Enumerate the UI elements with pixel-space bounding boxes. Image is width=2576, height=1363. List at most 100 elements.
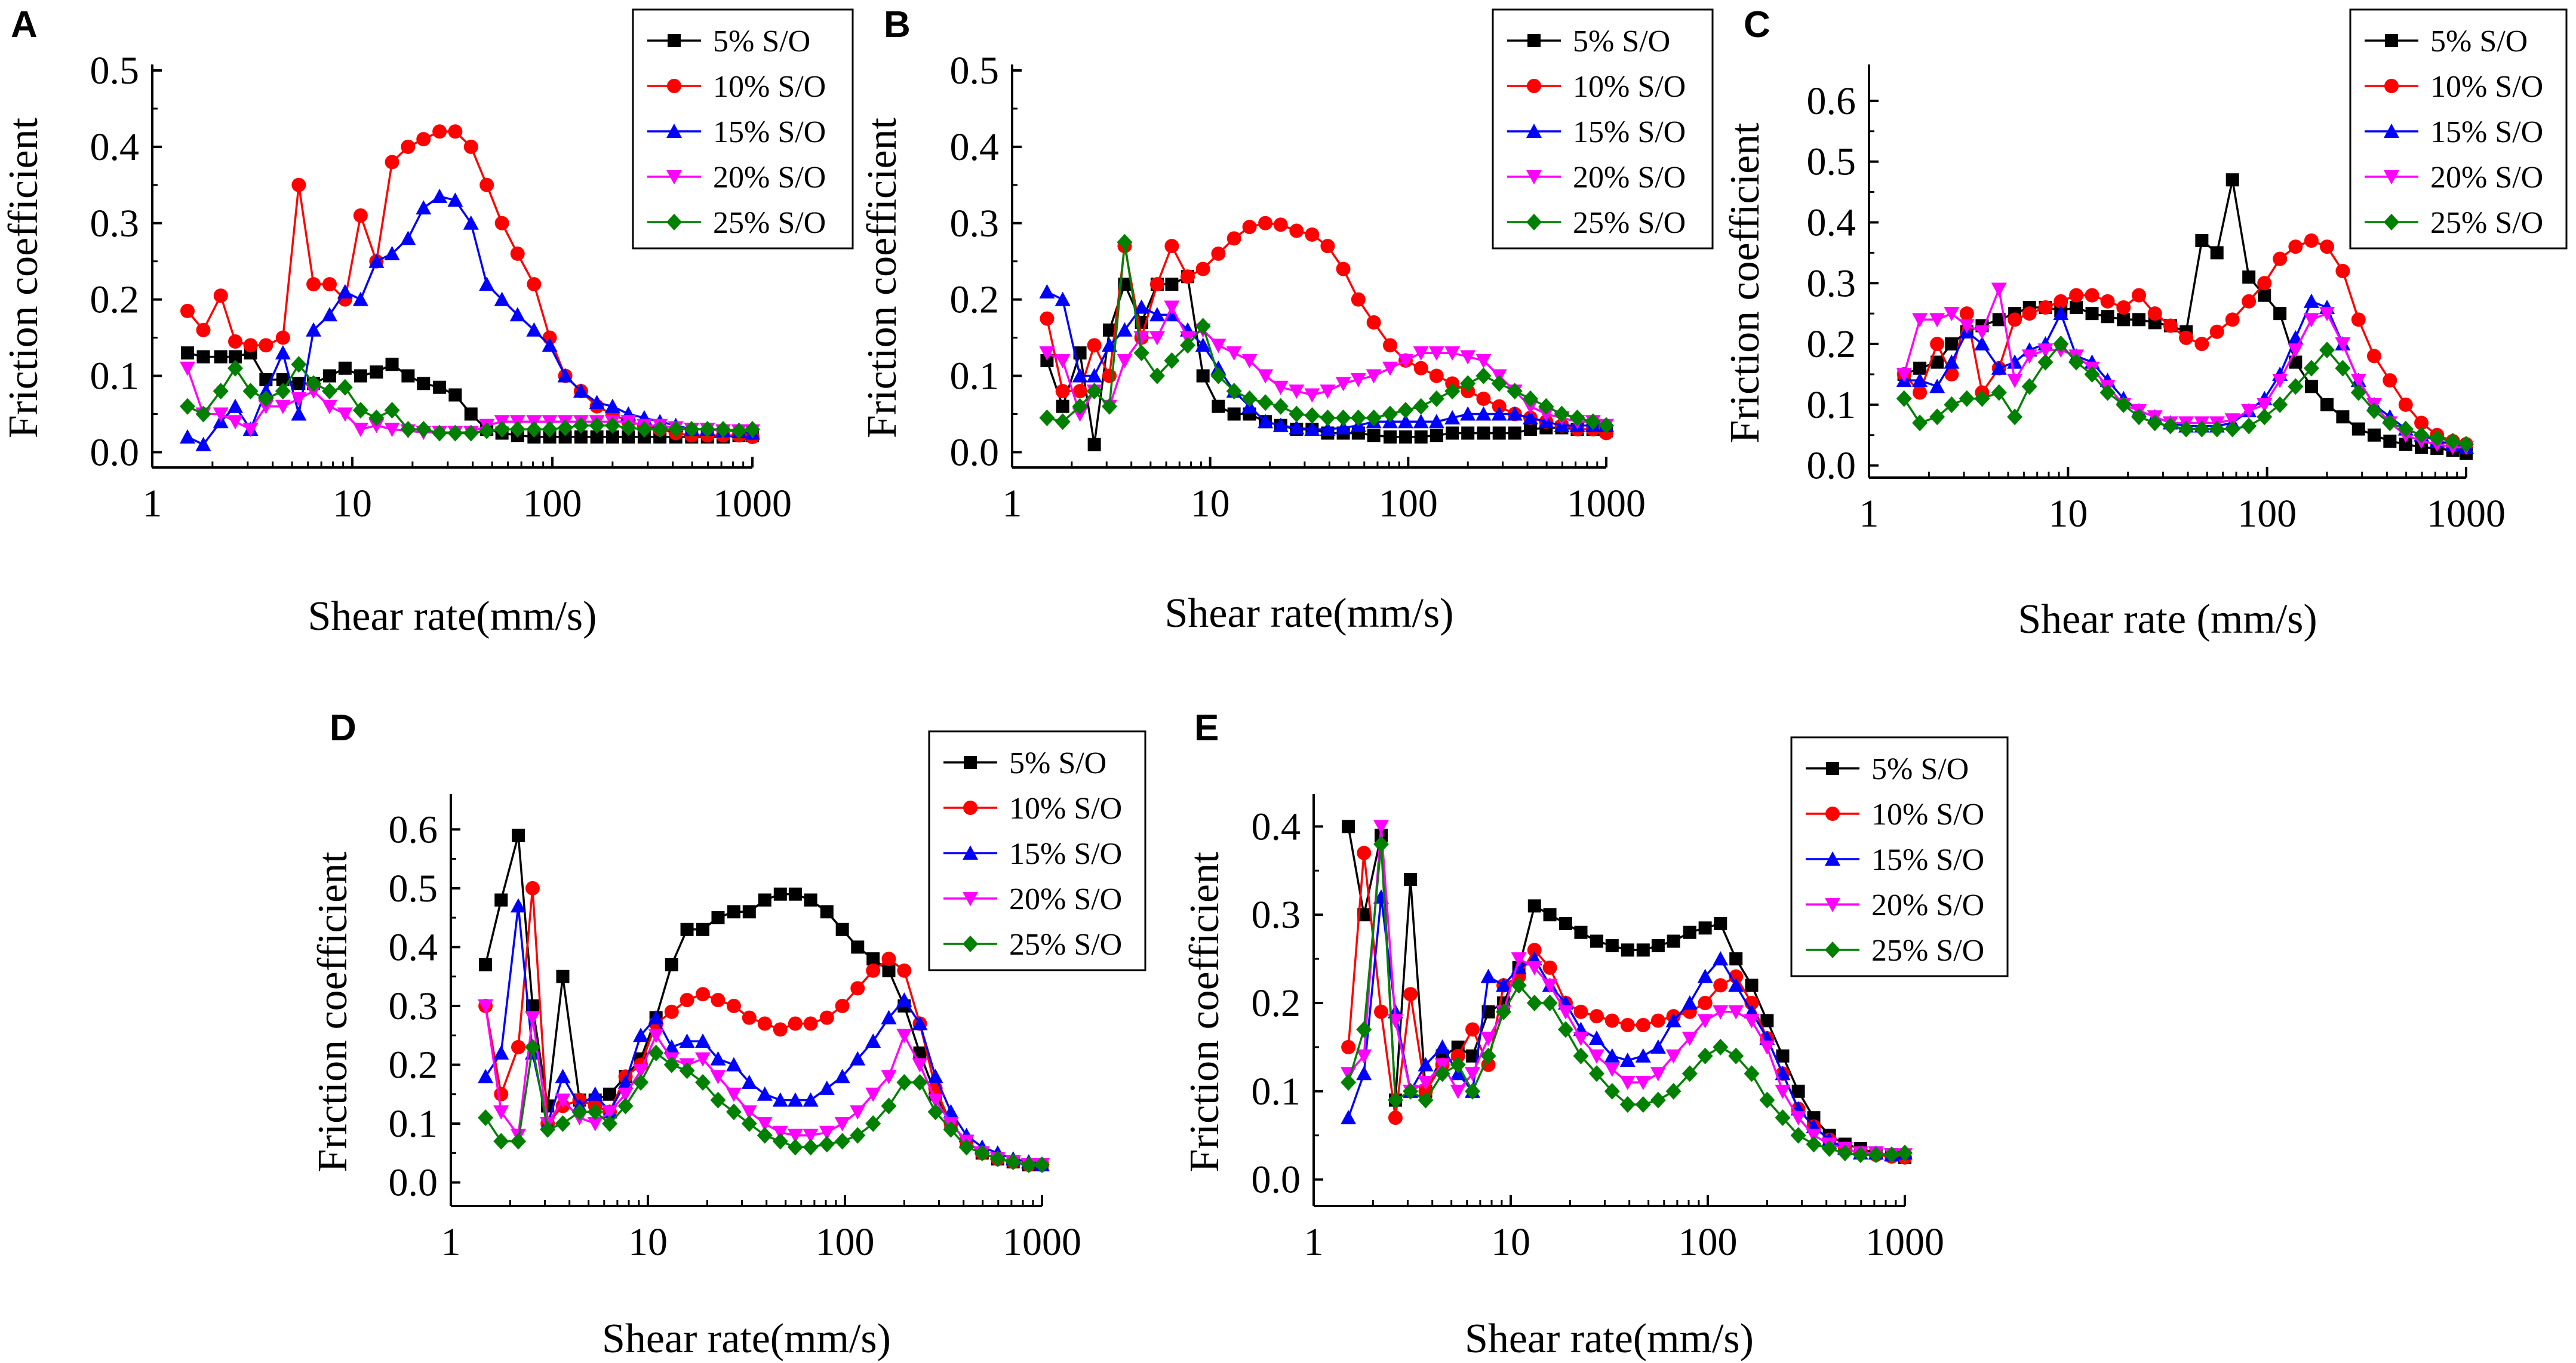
panel-e: E 0.0 0.1 0.2 0.3 0.4 1 10 100 1000 Shear rate(mm/… [1182,707,2009,1362]
data-point [338,361,352,375]
legend-marker [1526,170,1542,184]
data-point [2224,413,2240,428]
data-point [1728,1047,1744,1064]
data-point [803,1092,819,1107]
y-tick-label: 0.1 [950,355,1000,398]
legend-marker [2384,79,2399,93]
data-point [1991,384,2007,401]
data-point [1465,1067,1481,1082]
data-point [1055,413,1071,430]
data-point [353,208,368,223]
x-tick-label: 100 [2237,492,2297,536]
data-point [463,215,479,230]
data-point [1620,1017,1635,1032]
data-point [1341,1039,1356,1054]
data-point [1258,369,1274,384]
data-point [2038,300,2053,315]
y-tick-label: 0.2 [389,1043,438,1087]
data-point [866,963,881,978]
data-point [664,1004,679,1019]
data-point [715,421,731,438]
legend-item: 10% S/O [1507,70,1686,104]
legend-item: 15% S/O [2365,115,2543,149]
x-tick-label: 10 [1191,482,1230,525]
data-point [913,1046,927,1060]
data-point [1912,414,1928,432]
data-point [2367,428,2381,442]
data-point [1289,420,1305,435]
data-point [1698,921,1712,935]
data-point [2209,324,2224,339]
data-point [1912,373,1928,387]
data-point [850,1127,866,1144]
data-point [1461,426,1475,440]
data-point [710,1051,726,1066]
data-point [1320,384,1336,399]
data-point [2069,288,2084,303]
data-point [2194,337,2209,352]
legend: 5% S/O 10% S/O 15% S/O 20% S/O 25% S/O [1790,736,2009,977]
data-point [1665,1013,1682,1027]
legend-marker [1527,79,1541,93]
data-point [1242,220,1257,235]
data-point [1413,398,1429,415]
data-point [865,1115,881,1133]
legend-item: 10% S/O [2365,70,2543,104]
data-point [196,350,210,364]
data-point [866,952,880,966]
data-point [1387,1091,1403,1109]
data-point [1588,1049,1604,1064]
data-point [1133,299,1149,314]
data-point [1382,361,1398,376]
data-point [1713,951,1729,966]
data-point [2195,234,2209,248]
data-point [1945,337,1959,351]
data-point [1667,934,1680,948]
data-point [2179,330,2194,345]
data-point [1226,231,1241,246]
data-point [1418,1091,1434,1109]
data-point [1913,385,1928,400]
data-point [881,1010,897,1024]
x-axis-title: Shear rate(mm/s) [1165,590,1454,636]
data-point [2007,374,2023,389]
y-tick-label: 0.3 [1252,893,1301,937]
data-point [2398,397,2413,412]
data-point [1728,977,1744,992]
data-point [1414,430,1428,444]
data-point [757,1117,773,1132]
data-point [695,987,710,1002]
data-point [1073,346,1087,360]
data-point [1557,1021,1573,1038]
data-point [1289,223,1304,238]
data-point [590,430,604,444]
y-tick-label: 0.4 [1252,805,1301,848]
data-point [1165,278,1179,291]
data-point [2147,306,2162,321]
data-point [1072,398,1088,415]
data-point [1020,1156,1037,1174]
data-point [1744,1065,1760,1082]
data-point [385,155,399,170]
data-point [2320,398,2334,411]
data-point [1682,1065,1698,1082]
data-point [711,911,725,925]
data-point [587,1086,603,1101]
y-tick-label: 0.2 [1252,982,1301,1025]
data-point [1589,1009,1604,1024]
data-point [803,1128,819,1143]
data-point [727,905,740,919]
x-tick-label: 1000 [1865,1220,1944,1264]
data-point [943,1121,959,1138]
legend-item: 10% S/O [647,70,826,104]
y-tick-label: 0.0 [389,1161,438,1205]
data-point [479,958,493,971]
legend-item: 25% S/O [2365,206,2543,240]
data-point [694,1033,711,1048]
data-point [1604,1013,1619,1028]
data-point [1944,354,1960,369]
data-point [2458,436,2474,453]
data-point [1496,1003,1512,1020]
data-point [1929,408,1945,426]
data-point [2399,438,2412,451]
